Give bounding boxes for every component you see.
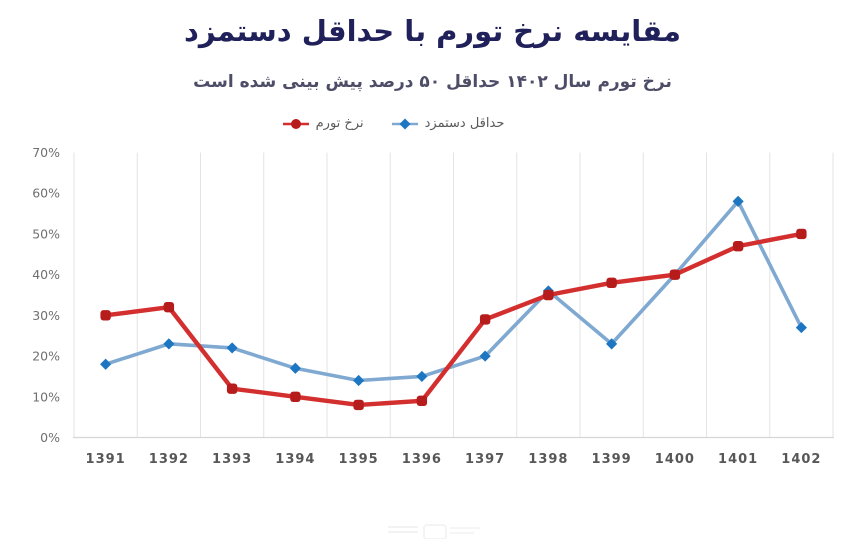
y-tick-label: 30% [32, 308, 60, 323]
series-wage [100, 195, 807, 387]
y-tick-label: 60% [32, 186, 60, 201]
x-tick-label: 1398 [528, 452, 568, 467]
data-point-marker [479, 350, 491, 362]
y-tick-label: 20% [32, 349, 60, 364]
chart-legend: نرخ تورم حداقل دستمزد [0, 116, 825, 131]
page-title: مقایسه نرخ تورم با حداقل دستمزد [184, 14, 681, 48]
x-tick-label: 1396 [402, 452, 442, 467]
data-point-marker [543, 289, 554, 301]
series-inflation [100, 228, 807, 411]
data-point-marker [353, 374, 365, 387]
x-tick-label: 1399 [592, 452, 632, 467]
x-tick-label: 1391 [86, 452, 126, 467]
legend-label-inflation: نرخ تورم [315, 116, 364, 131]
y-tick-label: 70% [32, 145, 60, 160]
legend-item-inflation: نرخ تورم [281, 116, 364, 131]
wage-series-marker-icon [391, 118, 418, 129]
data-point-marker [100, 310, 111, 321]
data-point-marker [416, 370, 428, 383]
series-line [103, 231, 804, 408]
inflation-series-marker-icon [282, 118, 309, 129]
data-point-marker [796, 228, 807, 240]
y-tick-label: 40% [32, 267, 60, 282]
data-point-marker [163, 338, 175, 350]
y-tick-label: 10% [32, 389, 60, 404]
data-point-marker [732, 240, 744, 252]
legend-label-wage: حداقل دستمزد [424, 116, 505, 131]
x-tick-label: 1401 [718, 452, 758, 467]
data-point-marker [606, 277, 617, 288]
x-tick-label: 1395 [339, 452, 379, 467]
x-tick-label: 1393 [212, 452, 252, 467]
data-point-marker [606, 338, 618, 350]
data-point-marker [226, 342, 238, 354]
x-tick-label: 1402 [781, 452, 821, 467]
data-point-marker [795, 321, 807, 334]
y-tick-label: 50% [32, 226, 60, 241]
x-tick-label: 1397 [465, 452, 505, 467]
data-point-marker [290, 391, 301, 402]
data-point-marker [226, 383, 238, 394]
x-tick-label: 1394 [275, 452, 315, 467]
data-point-marker [100, 358, 112, 370]
data-point-marker [416, 395, 428, 407]
x-axis-labels: 1391 1392 1393 1394 1395 1396 1397 1398 1399 1400… [86, 452, 821, 467]
data-point-marker [353, 399, 364, 411]
y-tick-label: 0% [40, 430, 60, 445]
y-axis-labels: 0% 10% 20% 30% 40% 50% 60% 70% [32, 145, 60, 445]
data-point-marker [732, 195, 744, 207]
watermark-partial [388, 524, 480, 539]
series-line [103, 199, 804, 383]
gridlines [73, 152, 834, 438]
legend-item-wage: حداقل دستمزد [390, 116, 505, 131]
data-point-marker [163, 302, 175, 313]
chart-subtitle: نرخ تورم سال ۱۴۰۲ حداقل ۵۰ درصد پیش بینی… [193, 72, 672, 92]
data-point-marker [479, 314, 491, 325]
x-tick-label: 1400 [655, 452, 695, 467]
x-tick-label: 1392 [149, 452, 189, 467]
data-point-marker [669, 269, 681, 280]
data-point-marker [289, 362, 301, 374]
